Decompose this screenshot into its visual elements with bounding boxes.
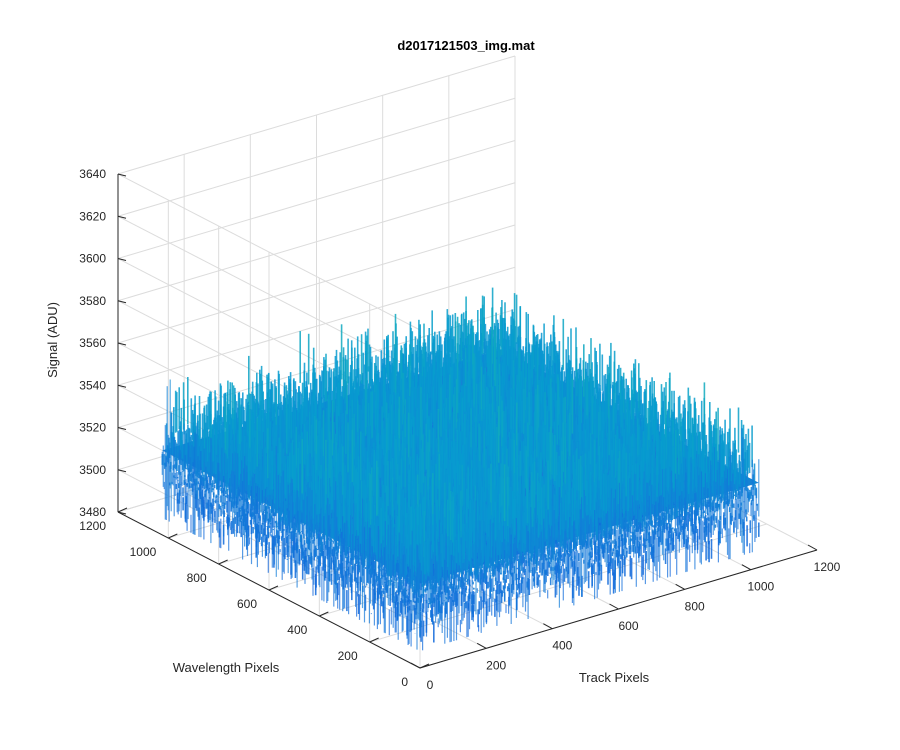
grid-line [117, 140, 516, 259]
grid-line [117, 173, 421, 331]
grid-line [117, 224, 516, 344]
surface-mesh [161, 287, 760, 651]
grid-line [117, 97, 516, 217]
grid-line [117, 182, 516, 302]
grid-line [117, 266, 516, 386]
grid-line [117, 55, 516, 175]
